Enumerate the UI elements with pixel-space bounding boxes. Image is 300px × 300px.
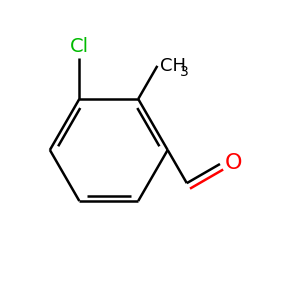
Text: 3: 3 — [180, 65, 189, 79]
Text: Cl: Cl — [70, 37, 89, 56]
Text: O: O — [224, 152, 242, 172]
Text: CH: CH — [160, 57, 186, 75]
